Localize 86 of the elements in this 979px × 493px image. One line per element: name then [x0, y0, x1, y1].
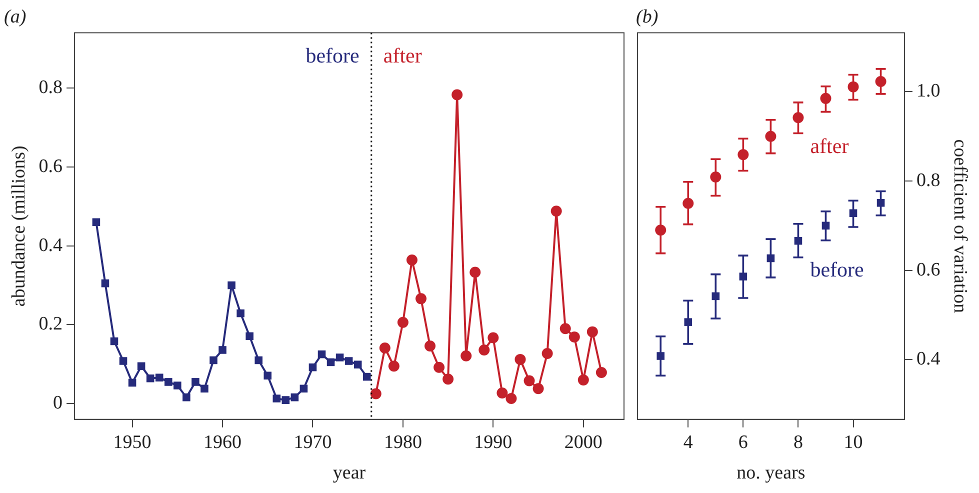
point	[336, 354, 344, 362]
point	[478, 344, 490, 356]
point	[532, 383, 544, 394]
x-tick-label: 1990	[474, 432, 512, 453]
point	[514, 354, 526, 365]
point	[460, 350, 472, 362]
point	[550, 206, 562, 217]
point	[586, 326, 598, 338]
point	[506, 392, 517, 404]
point	[560, 323, 571, 334]
x-tick-label: 1980	[384, 432, 422, 453]
point	[192, 378, 200, 386]
y2-tick-label: 0.6	[916, 259, 940, 280]
y-tick-label: 0.2	[38, 314, 63, 335]
point	[272, 394, 281, 402]
point	[182, 393, 190, 402]
point	[228, 281, 236, 290]
series-label: after	[383, 43, 422, 68]
point	[388, 360, 400, 372]
point	[406, 254, 418, 266]
point	[92, 218, 100, 226]
point	[146, 374, 154, 382]
point	[254, 356, 262, 364]
x-tick-label: 8	[793, 432, 803, 453]
point	[155, 374, 164, 382]
point	[164, 378, 172, 386]
point	[128, 378, 136, 387]
y2-tick-label: 1.0	[916, 80, 940, 102]
y-tick-label: 0	[53, 392, 63, 414]
point	[488, 332, 499, 344]
point	[452, 89, 463, 100]
point	[174, 382, 182, 390]
y-tick-label: 0.8	[38, 77, 63, 98]
y-tick-label: 0.4	[38, 234, 64, 256]
x-axis-title: no. years	[736, 462, 806, 484]
point	[308, 363, 317, 372]
point	[470, 266, 481, 278]
point	[442, 374, 454, 385]
y-tick-label: 0.6	[38, 156, 63, 177]
point	[246, 332, 254, 340]
x-tick-label: 6	[738, 432, 748, 453]
x-tick-label: 1960	[204, 432, 242, 453]
point	[362, 372, 371, 381]
point	[524, 375, 535, 386]
point	[354, 360, 362, 368]
point	[282, 396, 290, 404]
x-tick-label: 1970	[294, 432, 332, 453]
point	[344, 357, 353, 365]
point	[218, 346, 226, 354]
text: before	[306, 43, 360, 68]
series-label: after	[810, 134, 849, 158]
point	[568, 331, 580, 342]
point	[370, 388, 382, 400]
y2-axis-title: coefficient of variation	[950, 139, 971, 314]
point	[596, 366, 607, 378]
point	[318, 350, 326, 358]
point	[119, 357, 128, 365]
point	[434, 362, 445, 373]
point	[290, 393, 299, 402]
point	[542, 348, 553, 360]
point	[101, 279, 110, 288]
x-tick-label: 4	[683, 432, 694, 453]
y2-tick-label: 0.4	[916, 348, 941, 370]
chart-title: (a)	[4, 6, 26, 28]
x-tick-label: 2000	[564, 432, 602, 453]
point	[200, 384, 208, 393]
point	[300, 384, 308, 393]
x-axis-title: year	[332, 462, 366, 484]
point	[236, 309, 244, 318]
point	[424, 340, 436, 352]
point	[578, 374, 589, 386]
x-tick-label: 1950	[113, 432, 152, 453]
chart-title: (b)	[636, 6, 658, 28]
series-label: before	[810, 257, 864, 282]
point	[110, 337, 118, 346]
point	[210, 356, 218, 364]
y2-tick-label: 0.8	[916, 170, 940, 191]
point	[137, 362, 146, 370]
y-axis-title: abundance (millions)	[8, 146, 30, 307]
x-tick-label: 10	[844, 432, 863, 453]
point	[379, 342, 390, 354]
point	[326, 358, 335, 366]
point	[264, 372, 272, 380]
point	[397, 316, 408, 328]
point	[416, 293, 426, 304]
point	[496, 387, 508, 398]
